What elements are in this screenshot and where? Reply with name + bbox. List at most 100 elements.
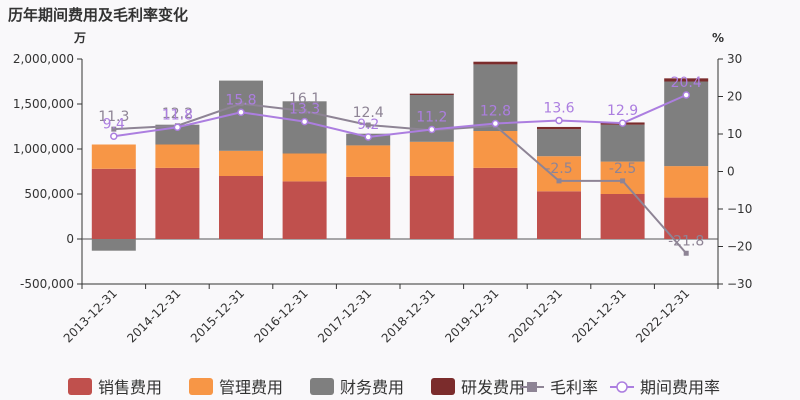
data-point (555, 116, 563, 125)
data-point (300, 117, 309, 126)
data-point (365, 122, 371, 128)
y-right-unit: % (712, 31, 724, 45)
data-point (173, 123, 182, 131)
x-tick-label: 2014-12-31 (124, 286, 183, 345)
x-tick-label: 2016-12-31 (252, 286, 311, 345)
data-label: 13.3 (289, 102, 320, 118)
bar-segment (409, 176, 454, 239)
bar-segment (409, 95, 454, 142)
legend-label: 销售费用 (98, 378, 162, 397)
data-label: 9.4 (103, 116, 125, 132)
x-tick-label: 2013-12-31 (61, 286, 120, 345)
x-tick-label: 2017-12-31 (315, 286, 374, 345)
legend-item[interactable]: 毛利率 (520, 378, 598, 397)
legend-item[interactable]: 研发费用 (431, 378, 525, 397)
y-right-tick-label: 10 (727, 127, 742, 141)
legend-marker (616, 381, 628, 393)
legend-item[interactable]: 财务费用 (310, 378, 404, 397)
bar-segment (600, 161, 645, 194)
data-label: 12.9 (607, 103, 638, 119)
bar-segment (346, 145, 391, 177)
y-left-tick-label: 500,000 (24, 187, 74, 201)
y-right-tick-label: 30 (727, 52, 742, 66)
x-tick-label: 2018-12-31 (379, 286, 438, 345)
data-point (237, 108, 245, 116)
bar-segment (155, 167, 200, 239)
bar-segment (473, 61, 518, 65)
bar-segment (664, 166, 709, 198)
x-tick-label: 2021-12-31 (570, 286, 629, 345)
x-tick-label: 2020-12-31 (506, 286, 565, 345)
legend-swatch (431, 378, 455, 395)
y-left-tick-label: 2,000,000 (13, 52, 74, 66)
data-point (491, 119, 500, 128)
data-point (302, 108, 308, 114)
data-point (238, 101, 244, 107)
legend-swatch (68, 378, 92, 395)
legend: 销售费用 管理费用 财务费用 研发费用 毛利率 期间费用率 (68, 378, 720, 397)
bar-segment (473, 131, 518, 168)
bar-segment (91, 168, 136, 239)
bar-segment (473, 167, 518, 239)
y-right-tick-label: 0 (727, 165, 735, 179)
y-left-tick-label: 0 (66, 232, 74, 246)
legend-item[interactable]: 管理费用 (189, 378, 283, 397)
data-point (618, 119, 627, 127)
bar-segment (537, 126, 581, 130)
bar-segment (537, 129, 581, 157)
series-line (113, 94, 687, 139)
data-label: -2.5 (545, 161, 572, 177)
bar-segment (346, 176, 391, 239)
legend-label: 毛利率 (550, 378, 598, 397)
y-right-tick-label: −30 (727, 277, 752, 291)
series-line (113, 102, 687, 254)
legend-label: 期间费用率 (640, 378, 720, 397)
x-tick-label: 2015-12-31 (188, 286, 247, 345)
y-left-tick-label: 1,000,000 (13, 142, 74, 156)
data-point (110, 132, 118, 140)
data-label: 16.1 (289, 91, 320, 107)
data-label: -21.8 (668, 233, 704, 249)
legend-swatch (189, 378, 213, 395)
bar-segment (155, 144, 200, 168)
data-label: -2.5 (609, 161, 636, 177)
bar-segment (219, 176, 263, 239)
chart-title: 历年期间费用及毛利率变化 (8, 6, 188, 24)
bar-segment (219, 150, 263, 176)
bar-segment (537, 191, 581, 239)
lines (110, 91, 690, 256)
y-right-tick-label: 20 (727, 90, 742, 104)
data-label: 9.2 (357, 117, 379, 133)
data-point (556, 178, 562, 184)
bar-segment (282, 153, 327, 182)
data-label: 11.2 (416, 110, 447, 126)
data-label: 12.4 (353, 105, 384, 121)
data-label: 11.8 (162, 107, 193, 123)
legend-label: 研发费用 (461, 378, 525, 397)
data-point (111, 126, 117, 132)
bar-segment (664, 197, 709, 239)
legend-marker (527, 382, 537, 392)
bar-segment (664, 78, 709, 82)
y-right-tick-label: −20 (727, 240, 752, 254)
y-left-tick-label: 1,500,000 (13, 97, 74, 111)
data-label: 11.3 (98, 109, 129, 125)
legend-label: 财务费用 (340, 378, 404, 397)
legend-item[interactable]: 销售费用 (68, 378, 162, 397)
data-label: 12.8 (480, 104, 511, 120)
bar-segment (600, 124, 645, 162)
legend-swatch (310, 378, 334, 395)
line-labels: 11.3 12.2 16.1 12.4 -2.5 -2.5 -21.8 9.4 11.8 15.8… (98, 75, 704, 249)
y-right-tick-label: −10 (727, 202, 752, 216)
bars (91, 61, 709, 251)
legend-item[interactable]: 期间费用率 (610, 378, 720, 397)
bar-segment (409, 141, 454, 176)
y-left-tick-label: -500,000 (20, 277, 74, 291)
y-left-unit: 万 (73, 31, 86, 45)
data-label: 12.2 (162, 106, 193, 122)
data-point (620, 178, 626, 184)
x-tick-label: 2019-12-31 (442, 286, 501, 345)
data-point (428, 125, 436, 134)
bar-segment (91, 144, 136, 169)
